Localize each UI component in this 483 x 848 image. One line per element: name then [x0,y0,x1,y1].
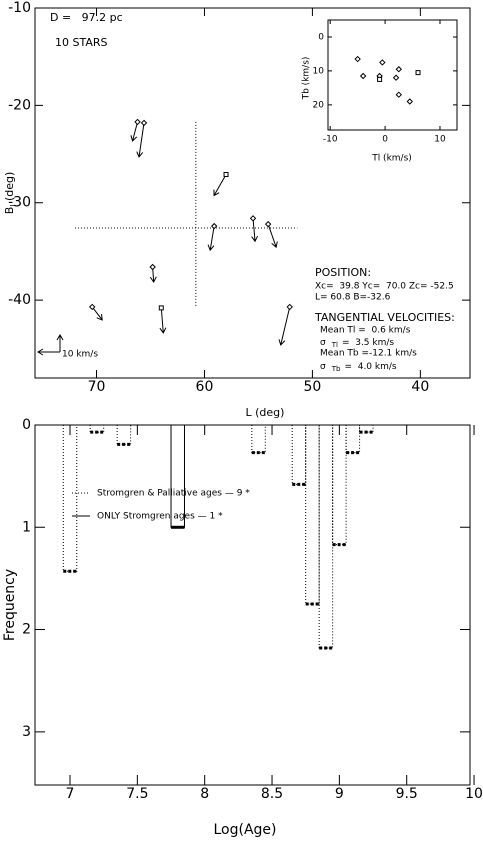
inset-point [359,72,367,80]
star-marker [134,118,141,126]
map-frame [34,7,471,379]
velocity-arrow [159,307,167,334]
inset-point [406,98,413,105]
sigma: σ [320,338,326,348]
y-tick-label: -30 [8,195,31,211]
x-tick-label: 7 [66,786,75,802]
star-marker [286,303,293,311]
mean-tl: Mean Tl = 0.6 km/s [320,326,411,336]
x-tick-label: 9 [335,786,344,802]
lb: L= 60.8 B=-32.6 [315,293,391,303]
value: = 3.5 km/s [342,338,394,348]
bar [251,425,266,454]
x-tick-label: 10 [434,135,446,145]
inset-point [354,55,361,63]
velocity-arrow [213,174,227,197]
bar [359,425,374,433]
bar [345,425,361,454]
y-tick-label: 1 [22,519,31,535]
star-count: 10 STARS [55,36,108,49]
hist-frame [34,424,471,786]
y-tick-label: -20 [8,97,31,113]
velocity-arrow [251,218,259,243]
x-tick-label: 0 [382,135,388,145]
inset-point [415,70,421,76]
y-tick-label: 0 [22,417,31,433]
bar [291,425,307,485]
sub: Tb [331,365,341,373]
main: B [3,207,16,215]
xyz: Xc= 39.8 Yc= 70.0 Zc= -52.5 [315,282,454,292]
y-tick-label: 10 [313,66,325,76]
y-tick-label: 2 [22,622,31,638]
mean-tb: Mean Tb =-12.1 km/s [320,349,417,359]
bar [318,425,334,649]
x-tick-label: -10 [323,135,338,145]
y-tick-label: 20 [313,100,325,110]
y-tick-label: -40 [8,292,31,308]
x-tick-label: 10 [465,786,483,802]
legend-label: ONLY Stromgren ages — 1 * [97,512,223,522]
x-tick-label: 9.5 [396,786,418,802]
x-tick-label: 7.5 [126,786,148,802]
scale-arrows [37,334,64,356]
inset-point [395,66,403,73]
hist-x-title: Log(Age) [213,822,276,838]
value: = 4.0 km/s [344,362,396,372]
star-marker [223,172,229,177]
velocity-arrow [267,223,278,249]
inset-point [395,91,403,98]
velocity-arrow [207,226,215,252]
sigma-tl: σ Tl = 3.5 km/s [320,338,394,350]
x-tick-label: 40 [411,379,429,395]
velocity-arrow [278,306,291,346]
bar [116,425,132,445]
star-marker [249,215,257,222]
scale-label: 10 km/s [62,350,98,360]
sigma: σ [320,362,326,372]
star-marker [210,222,218,230]
star-marker [140,119,148,127]
star-marker [89,303,96,311]
inset-x-title: Tl (km/s) [371,154,412,164]
inset-y-title: Tb (km/s) [302,57,312,101]
x-tick-label: 8 [200,786,209,802]
position-title: POSITION: [315,266,371,279]
bar [332,425,347,546]
bar [62,425,78,572]
unit: (deg) [3,172,16,205]
velocity-title: TANGENTIAL VELOCITIES: [314,311,455,324]
velocity-arrow [136,122,145,158]
bar [89,425,105,433]
y-axis-title: Bl (deg) [3,172,18,215]
legend-label: Stromgren & Palliative ages — 9 * [97,489,250,499]
hist-y-title: Frequency [2,569,18,641]
x-tick-label: 60 [196,379,214,395]
sub: Tl [331,341,338,349]
velocity-arrow [130,121,139,142]
velocity-arrow [91,306,103,321]
y-tick-label: 0 [318,32,324,42]
star-marker [158,305,164,311]
bar [305,425,320,605]
x-axis-title: L (deg) [246,406,285,419]
inset-frame [327,19,458,131]
sigma-tb: σ Tb = 4.0 km/s [320,362,397,374]
star-marker [264,220,272,228]
star-marker [149,263,156,271]
inset-point [377,76,383,82]
inset-point [392,74,400,81]
x-tick-label: 8.5 [261,786,283,802]
x-tick-label: 50 [303,379,321,395]
inset-point [379,59,386,66]
y-tick-label: 3 [22,724,31,740]
sub: l [9,205,18,207]
distance: D = 97.2 pc [50,11,123,24]
x-tick-label: 70 [88,379,106,395]
y-tick-label: -10 [8,0,31,16]
